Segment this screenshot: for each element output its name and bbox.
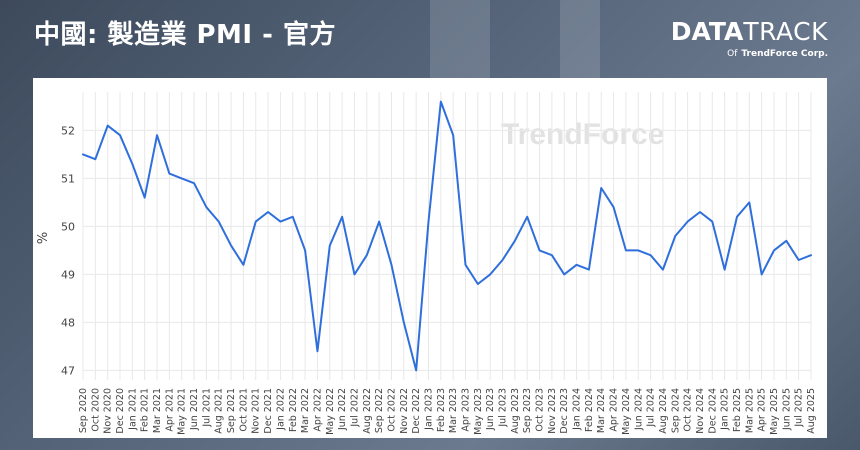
x-tick-label: Oct 2020: [90, 388, 101, 432]
y-gridlines: [83, 129, 811, 371]
x-tick-label: Dec 2020: [115, 388, 126, 434]
x-tick-label: May 2025: [769, 388, 780, 435]
x-tick-label: Dec 2023: [559, 388, 570, 434]
y-tick-labels: 47 48 49 50 51 52: [61, 124, 75, 377]
y-tick-label: 49: [61, 268, 75, 281]
x-tick-label: Sep 2020: [78, 388, 89, 433]
page-title: 中國: 製造業 PMI - 官方: [34, 20, 336, 50]
x-tick-label: Feb 2025: [732, 388, 743, 432]
x-tick-label: Feb 2021: [140, 388, 151, 432]
x-tick-label: Apr 2025: [757, 388, 768, 432]
background-decoration: [560, 0, 600, 78]
x-tick-label: Jul 2021: [201, 388, 212, 428]
x-tick-label: May 2023: [473, 388, 484, 435]
x-gridlines: [82, 92, 812, 380]
x-tick-label: Mar 2021: [152, 388, 163, 433]
x-tick-label: Jul 2023: [498, 388, 509, 428]
y-axis-label: %: [36, 232, 51, 244]
x-tick-label: Jan 2023: [423, 388, 434, 431]
brand-sub-prefix: Of: [727, 49, 738, 59]
brand-name-light: TRACK: [743, 17, 828, 46]
brand-name-bold: DATA: [670, 17, 744, 46]
x-tick-label: Dec 2022: [411, 388, 422, 434]
x-tick-label: Jan 2021: [127, 388, 138, 431]
x-tick-label: Apr 2024: [609, 388, 620, 432]
x-tick-label: Jun 2024: [633, 388, 644, 431]
x-tick-label: Jun 2022: [337, 388, 348, 431]
x-tick-label: Nov 2021: [251, 388, 262, 434]
x-tick-label: Aug 2022: [362, 388, 373, 434]
x-tick-label: Oct 2021: [238, 388, 249, 432]
x-tick-label: Nov 2024: [695, 388, 706, 434]
x-tick-label: May 2022: [325, 388, 336, 435]
x-tick-label: Sep 2021: [226, 388, 237, 433]
x-tick-label: Feb 2024: [584, 388, 595, 432]
x-tick-label: Apr 2021: [164, 388, 175, 432]
watermark: TrendForce: [501, 118, 664, 151]
x-tick-label: Jul 2025: [794, 388, 805, 428]
x-tick-label: Oct 2023: [535, 388, 546, 432]
x-tick-label: Sep 2022: [374, 388, 385, 433]
y-tick-label: 50: [61, 220, 75, 233]
x-tick-label: Mar 2023: [448, 388, 459, 433]
x-tick-labels: Sep 2020 Oct 2020 Nov 2020 Dec 2020 Jan 2021…: [78, 388, 817, 435]
x-tick-label: Dec 2021: [263, 388, 274, 434]
watermark-text: TrendForce: [501, 118, 664, 151]
series-line: [82, 100, 812, 372]
x-tick-label: Apr 2023: [461, 388, 472, 432]
x-tick-label: Nov 2020: [103, 388, 114, 434]
y-tick-label: 47: [61, 364, 75, 377]
x-tick-label: May 2021: [177, 388, 188, 435]
brand-logo: DATATRACK Of TrendForce Corp.: [671, 18, 828, 60]
x-tick-label: Apr 2022: [312, 388, 323, 432]
x-tick-label: Aug 2021: [214, 388, 225, 434]
x-tick-label: Jul 2024: [646, 388, 657, 428]
series-line-path: [82, 100, 812, 372]
x-tick-label: Jan 2024: [572, 388, 583, 431]
brand-subtitle: Of TrendForce Corp.: [671, 49, 828, 59]
brand-sub-company: TrendForce Corp.: [741, 49, 828, 59]
x-tick-label: Nov 2022: [399, 388, 410, 434]
x-tick-label: Aug 2024: [658, 388, 669, 434]
x-tick-label: Feb 2023: [436, 388, 447, 432]
x-tick-label: Oct 2022: [386, 388, 397, 432]
x-tick-label: Jan 2025: [720, 388, 731, 431]
x-tick-label: Sep 2024: [670, 388, 681, 433]
y-tick-label: 48: [61, 316, 75, 329]
x-tick-label: Oct 2024: [683, 388, 694, 432]
y-tick-label: 51: [61, 172, 75, 185]
x-tick-label: Jun 2023: [485, 388, 496, 431]
x-tick-label: Jul 2022: [349, 388, 360, 428]
background-decoration: [430, 0, 490, 78]
x-tick-label: Aug 2023: [510, 388, 521, 434]
x-tick-label: Jun 2021: [189, 388, 200, 431]
x-tick-label: Jan 2022: [275, 388, 286, 431]
line-chart: TrendForce 47 48 49 50 51 52 Sep 2020 Oct 2020…: [36, 92, 817, 435]
x-tick-label: Sep 2023: [522, 388, 533, 433]
x-tick-label: Mar 2022: [300, 388, 311, 433]
x-tick-label: Jun 2025: [781, 388, 792, 431]
x-tick-label: Feb 2022: [288, 388, 299, 432]
y-tick-label: 52: [61, 124, 75, 137]
chart-panel: TrendForce 47 48 49 50 51 52 Sep 2020 Oct 2020…: [33, 78, 827, 438]
x-tick-label: Dec 2024: [707, 388, 718, 434]
x-tick-label: Nov 2023: [547, 388, 558, 434]
brand-name: DATATRACK: [671, 18, 828, 46]
x-tick-label: May 2024: [621, 388, 632, 435]
x-tick-label: Mar 2025: [744, 388, 755, 433]
x-tick-label: Mar 2024: [596, 388, 607, 433]
x-tick-label: Aug 2025: [806, 388, 817, 434]
